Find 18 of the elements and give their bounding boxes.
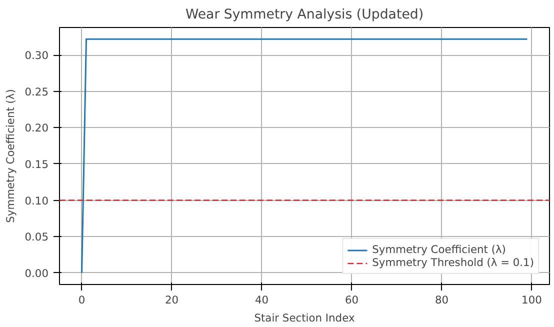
legend-label: Symmetry Coefficient (λ) — [372, 243, 506, 256]
y-tick-label: 0.25 — [24, 85, 49, 98]
y-tick-label: 0.30 — [24, 49, 49, 62]
y-tick-label: 0.15 — [24, 158, 49, 171]
y-tick-label: 0.10 — [24, 194, 49, 208]
x-axis-title: Stair Section Index — [254, 312, 355, 324]
y-tick-label: 0.00 — [24, 266, 49, 280]
y-tick-label: 0.20 — [24, 122, 49, 135]
x-tick-label: 100 — [522, 294, 542, 306]
y-tick-label: 0.05 — [24, 230, 49, 244]
chart-title: Wear Symmetry Analysis (Updated) — [185, 8, 424, 22]
x-tick-label: 0 — [78, 294, 86, 306]
x-tick-label: 20 — [164, 294, 179, 306]
x-tick-label: 60 — [344, 294, 359, 306]
x-tick-label: 40 — [254, 294, 269, 306]
y-axis-title: Symmetry Coefficient (λ) — [4, 89, 17, 223]
x-tick-label: 80 — [434, 294, 449, 306]
legend-label: Symmetry Threshold (λ = 0.1) — [372, 256, 534, 269]
